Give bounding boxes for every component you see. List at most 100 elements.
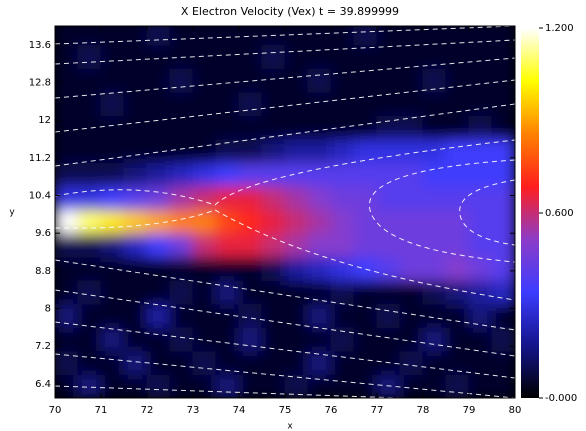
heat-cell (77, 26, 102, 46)
heat-cell (491, 209, 515, 234)
x-tick-label: 70 (49, 405, 62, 416)
heat-cell (399, 373, 424, 398)
heat-cell (169, 26, 194, 46)
heat-cell (238, 256, 263, 281)
heat-cell (468, 303, 493, 328)
heat-cell (376, 26, 401, 46)
heat-cell (491, 138, 515, 164)
colorbar (521, 28, 539, 398)
heat-cell (146, 303, 171, 328)
heat-cell (491, 232, 515, 258)
heat-cell (261, 350, 286, 375)
heat-cell (192, 350, 217, 375)
heat-cell (55, 350, 79, 375)
heat-cell (468, 91, 493, 116)
heat-cell (169, 162, 194, 187)
heat-cell (169, 326, 194, 352)
heat-cell (100, 162, 125, 187)
heat-cell (353, 162, 378, 187)
heat-cell (77, 232, 102, 258)
heat-cell (192, 26, 217, 46)
heat-cell (100, 279, 125, 305)
heat-cell (146, 232, 171, 258)
heat-cell (422, 26, 447, 46)
heat-cell (353, 303, 378, 328)
heat-cell (192, 303, 217, 328)
heat-cell (77, 185, 102, 211)
heat-cell (284, 26, 309, 46)
heat-cell (353, 185, 378, 211)
heat-cell (100, 44, 125, 69)
x-tick-label: 75 (279, 405, 292, 416)
heat-cell (192, 373, 217, 398)
heat-cell (468, 114, 493, 140)
heat-cell (192, 256, 217, 281)
heat-cell (284, 209, 309, 234)
y-tick-label: 7.2 (35, 341, 51, 352)
heat-cell (491, 373, 515, 398)
heat-cell (215, 279, 240, 305)
y-tick-label: 8.8 (35, 266, 51, 277)
heat-cell (77, 279, 102, 305)
heat-cell (77, 44, 102, 69)
y-tick-label: 11.2 (29, 153, 51, 164)
heat-cell (399, 26, 424, 46)
heat-cell (169, 67, 194, 93)
heat-cell (169, 209, 194, 234)
heat-cell (307, 279, 332, 305)
heat-cell (445, 232, 470, 258)
heat-cell (468, 26, 493, 46)
heat-cell (215, 44, 240, 69)
heat-cell (100, 232, 125, 258)
heat-cell (399, 44, 424, 69)
heat-cell (330, 303, 355, 328)
heat-cell (330, 209, 355, 234)
heat-cell (123, 350, 148, 375)
heat-cell (445, 91, 470, 116)
heat-cell (238, 373, 263, 398)
heat-cell (238, 303, 263, 328)
heat-cell (77, 67, 102, 93)
x-tick-label: 73 (187, 405, 200, 416)
heat-cell (491, 350, 515, 375)
heat-cell (399, 185, 424, 211)
heat-cell (468, 232, 493, 258)
heat-cell (399, 232, 424, 258)
heat-cell (468, 44, 493, 69)
heat-cell (422, 91, 447, 116)
heat-cell (261, 279, 286, 305)
heat-cell (422, 209, 447, 234)
heat-cell (284, 114, 309, 140)
heat-cell (215, 232, 240, 258)
heat-cell (307, 350, 332, 375)
heat-cell (330, 26, 355, 46)
heat-cell (445, 185, 470, 211)
heat-cell (445, 44, 470, 69)
heat-cell (445, 303, 470, 328)
heat-cell (284, 232, 309, 258)
heat-cell (238, 162, 263, 187)
heat-cell (100, 114, 125, 140)
heat-cell (192, 91, 217, 116)
heat-cell (238, 114, 263, 140)
heat-cell (330, 44, 355, 69)
heat-cell (468, 67, 493, 93)
heatmap (55, 26, 515, 398)
heat-cell (261, 256, 286, 281)
x-tick-label: 80 (509, 405, 522, 416)
chart-title: X Electron Velocity (Vex) t = 39.899999 (181, 5, 399, 18)
heat-cell (445, 209, 470, 234)
heat-cell (353, 279, 378, 305)
heat-cell (399, 162, 424, 187)
heat-cell (238, 326, 263, 352)
heat-cell (399, 256, 424, 281)
heat-cell (123, 138, 148, 164)
heat-cell (123, 44, 148, 69)
heat-cell (77, 162, 102, 187)
heat-cell (468, 350, 493, 375)
heat-cell (468, 256, 493, 281)
heat-cell (215, 185, 240, 211)
heat-cell (238, 67, 263, 93)
heat-cell (192, 185, 217, 211)
heat-cell (376, 138, 401, 164)
